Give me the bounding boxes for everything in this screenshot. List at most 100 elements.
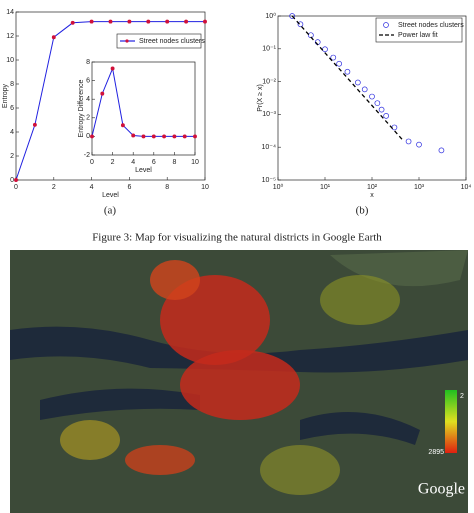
x-tick-label: 10¹ xyxy=(320,184,331,191)
y-tick-label: 8 xyxy=(86,59,90,66)
caption-a: (a) xyxy=(104,205,117,217)
marker xyxy=(369,93,375,100)
y-axis-label: Entropy Difference xyxy=(78,79,85,137)
marker xyxy=(100,91,105,96)
map: 2 2895 Google xyxy=(10,250,468,513)
x-tick-label: 4 xyxy=(131,159,135,166)
marker xyxy=(51,35,56,40)
district xyxy=(150,260,200,300)
watermark: Google xyxy=(418,481,465,498)
marker xyxy=(330,54,337,61)
y-tick-label: 4 xyxy=(10,129,14,136)
marker xyxy=(172,134,177,139)
district xyxy=(180,350,300,420)
x-axis-label: x xyxy=(370,192,374,199)
y-tick-label: 10⁻³ xyxy=(262,111,276,118)
water xyxy=(300,412,420,445)
district xyxy=(320,275,400,325)
marker xyxy=(108,19,113,24)
y-tick-label: 0 xyxy=(10,177,14,184)
y-tick-label: 14 xyxy=(6,9,14,16)
marker xyxy=(131,133,136,138)
marker xyxy=(127,19,132,24)
district xyxy=(125,445,195,475)
marker xyxy=(141,134,146,139)
marker xyxy=(438,147,445,154)
marker xyxy=(289,13,295,19)
x-tick-label: 6 xyxy=(127,184,131,191)
y-tick-label: 0 xyxy=(86,133,90,140)
colorbar-top: 2 xyxy=(460,393,464,400)
water xyxy=(40,388,200,420)
y-tick-label: 2 xyxy=(10,153,14,160)
district xyxy=(160,275,270,365)
x-tick-label: 10² xyxy=(367,184,378,191)
x-tick-label: 0 xyxy=(90,159,94,166)
legend-marker xyxy=(383,22,389,28)
marker xyxy=(32,122,37,127)
marker xyxy=(374,100,381,107)
marker xyxy=(344,68,351,75)
legend-marker xyxy=(125,39,129,43)
district xyxy=(60,420,120,460)
y-tick-label: 4 xyxy=(86,96,90,103)
y-tick-label: 6 xyxy=(86,77,90,84)
marker xyxy=(146,19,151,24)
district xyxy=(260,445,340,495)
x-tick-label: 10⁴ xyxy=(461,184,472,191)
x-axis-label: Level xyxy=(102,192,119,199)
legend-label: Power law fit xyxy=(398,32,438,39)
legend-label: Street nodes clusters xyxy=(398,22,464,29)
y-axis-label: Entropy xyxy=(2,83,9,108)
plot-area xyxy=(277,15,467,181)
marker xyxy=(162,134,167,139)
legend xyxy=(375,17,463,43)
y-tick-label: 10⁰ xyxy=(265,12,276,20)
x-tick-label: 0 xyxy=(14,184,18,191)
marker xyxy=(297,21,304,28)
marker xyxy=(383,113,389,119)
caption-b: (b) xyxy=(356,205,369,217)
marker xyxy=(89,19,94,24)
x-tick-label: 2 xyxy=(52,184,56,191)
x-tick-label: 8 xyxy=(172,159,176,166)
legend xyxy=(116,33,202,49)
y-axis-label: Pr(X ≥ x) xyxy=(257,84,264,112)
x-tick-label: 6 xyxy=(152,159,156,166)
y-tick-label: 10⁻² xyxy=(262,78,276,85)
marker xyxy=(405,138,412,145)
marker xyxy=(355,79,361,86)
marker xyxy=(184,19,189,24)
legend-label: Street nodes clusters xyxy=(139,38,205,45)
marker xyxy=(14,178,18,182)
figure-caption: Figure 3: Map for visualizing the natura… xyxy=(92,232,382,244)
y-tick-label: 12 xyxy=(6,33,14,40)
y-tick-label: 2 xyxy=(86,115,90,122)
water xyxy=(10,326,468,373)
y-tick-label: 10⁻⁵ xyxy=(262,177,276,184)
y-tick-label: -2 xyxy=(84,152,90,159)
marker xyxy=(416,141,422,148)
x-tick-label: 10³ xyxy=(414,184,425,191)
y-tick-label: 10 xyxy=(6,57,14,64)
x-tick-label: 10⁰ xyxy=(273,183,284,191)
marker xyxy=(165,19,170,24)
y-tick-label: 10⁻¹ xyxy=(262,46,276,53)
colorbar-bottom: 2895 xyxy=(428,449,444,456)
y-tick-label: 10⁻⁴ xyxy=(262,144,277,151)
x-axis-label: Level xyxy=(135,167,152,174)
x-tick-label: 2 xyxy=(111,159,115,166)
colorbar xyxy=(445,390,457,453)
x-tick-label: 8 xyxy=(165,184,169,191)
marker xyxy=(361,86,368,93)
plot-area xyxy=(91,61,196,156)
x-tick-label: 10 xyxy=(201,184,209,191)
land xyxy=(330,250,468,287)
marker xyxy=(193,134,197,139)
y-tick-label: 8 xyxy=(10,81,14,88)
marker xyxy=(110,66,115,71)
marker xyxy=(70,20,75,25)
y-tick-label: 6 xyxy=(10,105,14,112)
marker xyxy=(203,19,207,24)
x-tick-label: 10 xyxy=(191,159,199,166)
